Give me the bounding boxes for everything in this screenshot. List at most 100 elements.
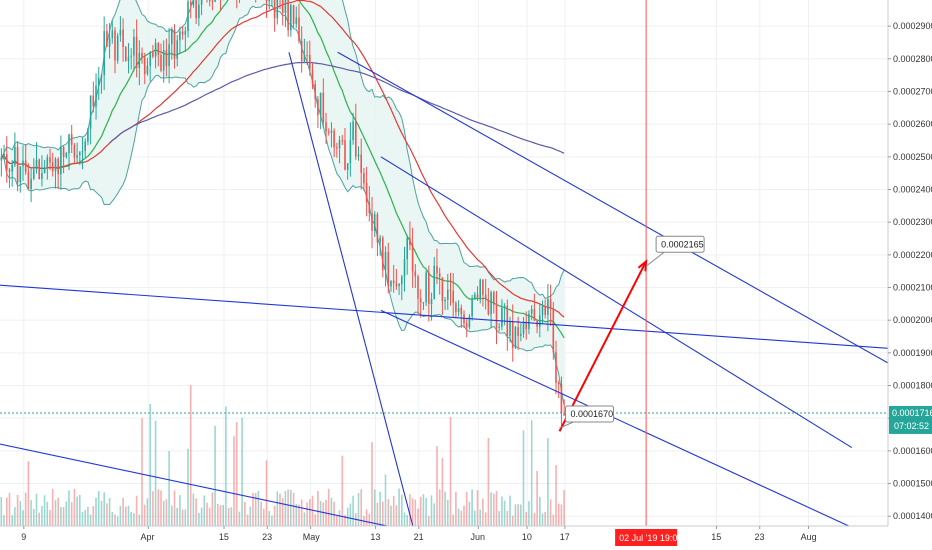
candle-body[interactable] [401, 276, 403, 285]
candle-body[interactable] [54, 158, 57, 172]
candle-body[interactable] [501, 308, 503, 327]
time-axis[interactable] [0, 526, 932, 550]
candle-body[interactable] [511, 321, 514, 348]
candle-body[interactable] [49, 157, 51, 163]
callout-box[interactable] [655, 235, 705, 253]
callout-box[interactable] [565, 405, 615, 423]
candle-body[interactable] [30, 178, 32, 189]
candle-body[interactable] [314, 84, 316, 100]
candle-body[interactable] [549, 299, 552, 309]
candle-body[interactable] [287, 0, 289, 31]
candle-body[interactable] [449, 289, 452, 291]
candle-body[interactable] [493, 292, 495, 305]
candle-body[interactable] [16, 146, 19, 183]
candle-body[interactable] [76, 155, 78, 158]
candle-body[interactable] [81, 150, 84, 153]
price-axis[interactable] [888, 0, 932, 550]
candle-body[interactable] [35, 159, 38, 170]
candle-body[interactable] [560, 383, 563, 414]
candle-body[interactable] [463, 314, 465, 324]
candle-body[interactable] [379, 237, 381, 243]
candle-body[interactable] [51, 162, 54, 172]
candle-body[interactable] [344, 140, 346, 170]
candle-body[interactable] [284, 0, 287, 13]
candle-body[interactable] [281, 0, 284, 13]
candle-body[interactable] [19, 166, 22, 183]
candle-body[interactable] [62, 147, 65, 157]
candle-body[interactable] [428, 272, 430, 305]
candle-body[interactable] [465, 323, 468, 328]
candle-body[interactable] [41, 173, 43, 179]
candle-body[interactable] [168, 44, 170, 67]
candle-body[interactable] [181, 31, 184, 35]
candle-body[interactable] [468, 316, 471, 328]
candle-body[interactable] [557, 382, 560, 384]
candle-body[interactable] [482, 279, 484, 295]
projection-arrow-line[interactable] [558, 260, 648, 432]
candle-body[interactable] [484, 294, 487, 300]
candle-body[interactable] [125, 46, 127, 61]
candle-body[interactable] [514, 327, 517, 348]
candle-body[interactable] [73, 144, 76, 158]
candle-body[interactable] [384, 252, 387, 271]
candle-body[interactable] [325, 122, 327, 132]
candle-body[interactable] [114, 30, 116, 61]
candle-body[interactable] [8, 169, 11, 172]
candle-body[interactable] [441, 277, 444, 302]
candle-body[interactable] [154, 43, 157, 57]
candle-body[interactable] [43, 167, 46, 174]
candle-body[interactable] [309, 55, 311, 70]
candle-body[interactable] [57, 158, 59, 175]
candle-body[interactable] [382, 237, 384, 271]
candle-body[interactable] [525, 321, 527, 330]
candle-body[interactable] [414, 271, 417, 277]
candle-body[interactable] [138, 52, 141, 68]
candle-body[interactable] [133, 36, 135, 56]
candle-body[interactable] [95, 85, 97, 107]
candle-body[interactable] [346, 163, 349, 170]
candle-body[interactable] [211, 0, 214, 2]
candle-body[interactable] [89, 95, 92, 129]
candle-body[interactable] [265, 0, 268, 2]
candle-body[interactable] [409, 237, 411, 245]
candle-body[interactable] [11, 165, 13, 172]
candle-body[interactable] [111, 30, 114, 39]
candle-body[interactable] [455, 303, 457, 313]
candle-body[interactable] [38, 159, 40, 179]
candle-body[interactable] [447, 289, 449, 300]
candle-body[interactable] [79, 152, 81, 156]
candle-body[interactable] [520, 333, 522, 336]
candle-body[interactable] [330, 130, 333, 133]
candle-body[interactable] [555, 352, 557, 383]
candle-body[interactable] [528, 313, 530, 330]
candle-body[interactable] [403, 259, 406, 277]
candle-body[interactable] [184, 31, 187, 35]
candle-body[interactable] [349, 140, 352, 164]
candle-body[interactable] [176, 40, 178, 59]
candle-body[interactable] [363, 173, 365, 184]
candle-body[interactable] [165, 50, 168, 67]
candle-body[interactable] [411, 244, 414, 272]
trendline[interactable] [0, 284, 906, 351]
candle-body[interactable] [97, 77, 100, 86]
candle-body[interactable] [119, 29, 122, 36]
candle-body[interactable] [130, 55, 132, 57]
candle-body[interactable] [357, 154, 360, 157]
candle-body[interactable] [149, 52, 151, 66]
candle-body[interactable] [92, 95, 95, 107]
candle-body[interactable] [14, 146, 16, 165]
candle-body[interactable] [200, 0, 203, 5]
candle-body[interactable] [487, 299, 490, 315]
candle-body[interactable] [544, 306, 546, 315]
candle-body[interactable] [476, 294, 479, 299]
candle-body[interactable] [3, 154, 5, 158]
candle-body[interactable] [33, 169, 35, 179]
candle-body[interactable] [303, 54, 306, 62]
candle-body[interactable] [311, 69, 314, 84]
candle-body[interactable] [430, 299, 433, 304]
candle-body[interactable] [495, 304, 498, 328]
candle-body[interactable] [87, 128, 89, 142]
candle-body[interactable] [116, 35, 119, 61]
candle-body[interactable] [563, 413, 565, 415]
candle-body[interactable] [173, 29, 176, 59]
